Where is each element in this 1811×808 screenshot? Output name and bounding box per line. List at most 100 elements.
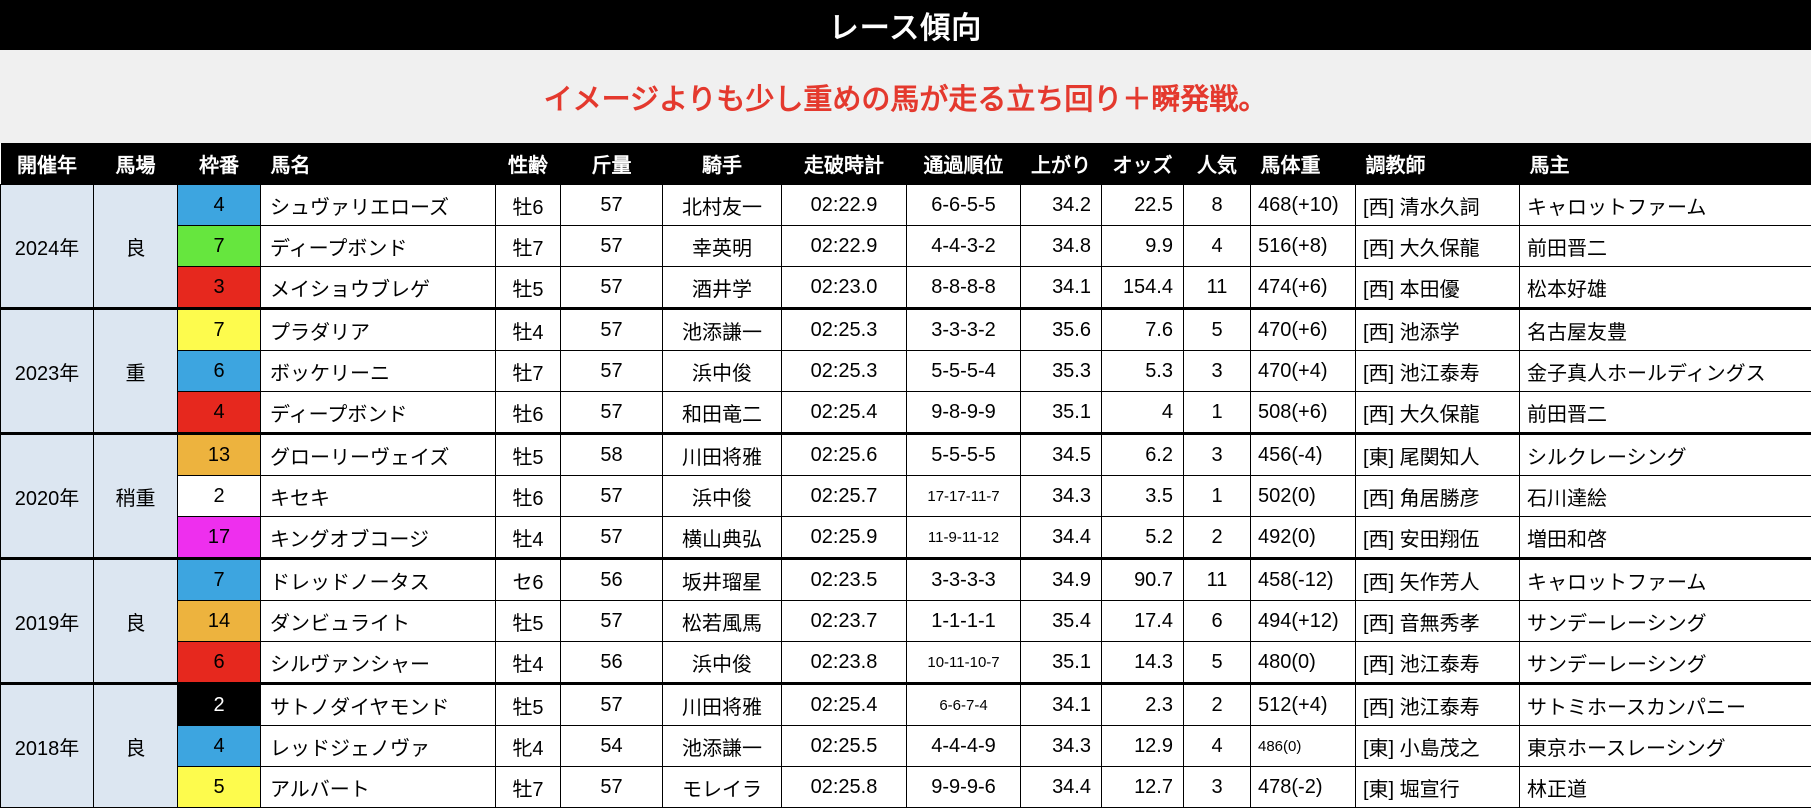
owner-cell: 名古屋友豊 [1520,309,1811,351]
col-header-sex-age: 性齢 [496,143,561,185]
passing-order-cell: 10-11-10-7 [907,642,1021,684]
track-condition-cell: 稍重 [94,434,178,559]
last3f-cell: 35.4 [1021,601,1102,642]
page-title: レース傾向 [829,3,983,47]
sex-age-cell: セ6 [496,559,561,601]
trainer-cell: [西] 角居勝彦 [1356,476,1520,517]
odds-cell: 22.5 [1102,185,1184,226]
body-weight-cell: 458(-12) [1251,559,1356,601]
last3f-cell: 34.5 [1021,434,1102,476]
waku-number-cell: 6 [178,642,261,684]
waku-number-cell: 2 [178,684,261,726]
subtitle-bar: イメージよりも少し重めの馬が走る立ち回り＋瞬発戦。 [0,50,1811,143]
body-weight-cell: 508(+6) [1251,392,1356,434]
sex-age-cell: 牡7 [496,226,561,267]
finish-time-cell: 02:25.9 [782,517,907,559]
title-bar: レース傾向 [0,0,1811,50]
popularity-cell: 2 [1184,517,1251,559]
popularity-cell: 11 [1184,559,1251,601]
last3f-cell: 35.1 [1021,392,1102,434]
waku-number-cell: 4 [178,185,261,226]
passing-order-cell: 4-4-4-9 [907,726,1021,767]
sex-age-cell: 牡6 [496,185,561,226]
trainer-cell: [西] 本田優 [1356,267,1520,309]
owner-cell: 林正道 [1520,767,1811,808]
owner-cell: サンデーレーシング [1520,642,1811,684]
popularity-cell: 3 [1184,434,1251,476]
last3f-cell: 34.3 [1021,476,1102,517]
last3f-cell: 35.3 [1021,351,1102,392]
jockey-cell: 浜中俊 [663,351,782,392]
owner-cell: 石川達絵 [1520,476,1811,517]
carried-weight-cell: 54 [561,726,663,767]
finish-time-cell: 02:22.9 [782,226,907,267]
body-weight-cell: 492(0) [1251,517,1356,559]
owner-cell: シルクレーシング [1520,434,1811,476]
horse-name-cell: ディープボンド [261,226,496,267]
waku-number-cell: 14 [178,601,261,642]
year-cell: 2020年 [1,434,94,559]
passing-order-cell: 5-5-5-5 [907,434,1021,476]
waku-number-cell: 6 [178,351,261,392]
finish-time-cell: 02:25.5 [782,726,907,767]
year-cell: 2023年 [1,309,94,434]
body-weight-cell: 486(0) [1251,726,1356,767]
col-header-waku: 枠番 [178,143,261,185]
owner-cell: キャロットファーム [1520,559,1811,601]
last3f-cell: 34.3 [1021,726,1102,767]
year-cell: 2018年 [1,684,94,808]
carried-weight-cell: 57 [561,351,663,392]
horse-name-cell: レッドジェノヴァ [261,726,496,767]
owner-cell: サンデーレーシング [1520,601,1811,642]
last3f-cell: 34.1 [1021,267,1102,309]
jockey-cell: 池添謙一 [663,309,782,351]
carried-weight-cell: 58 [561,434,663,476]
body-weight-cell: 478(-2) [1251,767,1356,808]
waku-number-cell: 5 [178,767,261,808]
year-cell: 2019年 [1,559,94,684]
passing-order-cell: 6-6-5-5 [907,185,1021,226]
body-weight-cell: 480(0) [1251,642,1356,684]
carried-weight-cell: 57 [561,476,663,517]
odds-cell: 5.3 [1102,351,1184,392]
owner-cell: 前田晋二 [1520,392,1811,434]
passing-order-cell: 5-5-5-4 [907,351,1021,392]
body-weight-cell: 474(+6) [1251,267,1356,309]
odds-cell: 9.9 [1102,226,1184,267]
jockey-cell: 川田将雅 [663,684,782,726]
carried-weight-cell: 57 [561,267,663,309]
horse-name-cell: シルヴァンシャー [261,642,496,684]
sex-age-cell: 牡5 [496,434,561,476]
popularity-cell: 3 [1184,767,1251,808]
odds-cell: 3.5 [1102,476,1184,517]
odds-cell: 5.2 [1102,517,1184,559]
owner-cell: 松本好雄 [1520,267,1811,309]
finish-time-cell: 02:25.8 [782,767,907,808]
header-row: 開催年 馬場 枠番 馬名 性齢 斤量 騎手 走破時計 通過順位 上がり オッズ … [1,143,1811,185]
odds-cell: 14.3 [1102,642,1184,684]
body-weight-cell: 468(+10) [1251,185,1356,226]
track-condition-cell: 良 [94,559,178,684]
passing-order-cell: 1-1-1-1 [907,601,1021,642]
popularity-cell: 1 [1184,392,1251,434]
finish-time-cell: 02:23.7 [782,601,907,642]
waku-number-cell: 7 [178,309,261,351]
horse-name-cell: ディープボンド [261,392,496,434]
body-weight-cell: 516(+8) [1251,226,1356,267]
jockey-cell: 酒井学 [663,267,782,309]
jockey-cell: 松若風馬 [663,601,782,642]
popularity-cell: 8 [1184,185,1251,226]
trainer-cell: [西] 安田翔伍 [1356,517,1520,559]
finish-time-cell: 02:23.8 [782,642,907,684]
race-tendency-note: イメージよりも少し重めの馬が走る立ち回り＋瞬発戦。 [544,76,1268,118]
popularity-cell: 1 [1184,476,1251,517]
last3f-cell: 34.4 [1021,767,1102,808]
trainer-cell: [西] 池添学 [1356,309,1520,351]
waku-number-cell: 7 [178,559,261,601]
